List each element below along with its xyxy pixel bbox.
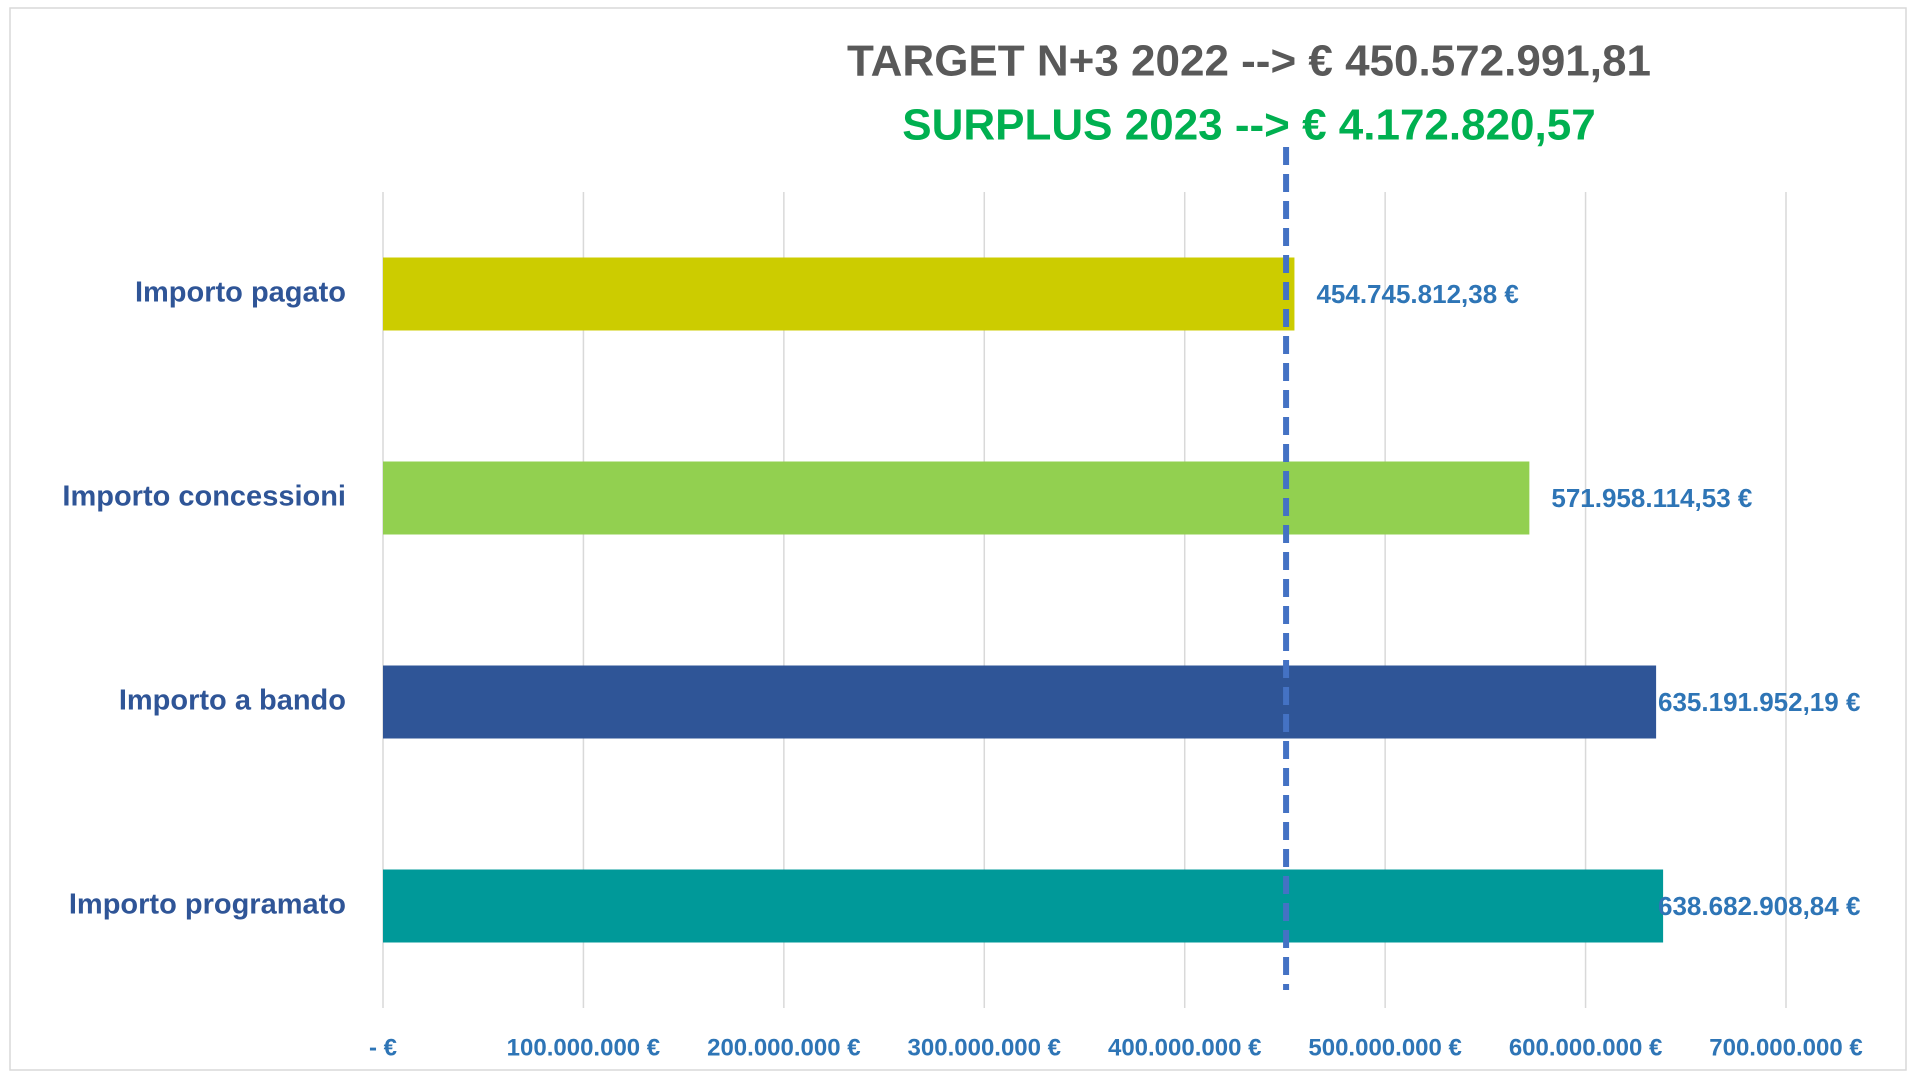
bar [383,461,1530,535]
y-tick-label: Importo programato [69,889,346,921]
x-tick-label: 600.000.000 € [1509,1034,1662,1061]
x-tick-label: 100.000.000 € [507,1034,660,1061]
x-tick-label: 500.000.000 € [1308,1034,1461,1061]
chart-subtitle: SURPLUS 2023 --> € 4.172.820,57 [902,101,1595,150]
value-label: 454.745.812,38 € [1316,279,1518,309]
value-label: 571.958.114,53 € [1551,483,1752,513]
y-tick-label: Importo a bando [119,685,346,717]
x-tick-label: 700.000.000 € [1709,1034,1862,1061]
value-label: 638.682.908,84 € [1658,891,1860,921]
bar [383,257,1295,331]
x-tick-label: 300.000.000 € [908,1034,1061,1061]
x-tick-label: 200.000.000 € [707,1034,860,1061]
value-label: 635.191.952,19 € [1658,687,1860,717]
bar [383,665,1657,739]
y-tick-label: Importo concessioni [62,481,346,513]
x-tick-label: - € [369,1034,397,1061]
x-tick-label: 400.000.000 € [1108,1034,1261,1061]
bar [383,869,1664,943]
chart-title: TARGET N+3 2022 --> € 450.572.991,81 [847,37,1651,86]
y-tick-label: Importo pagato [135,277,346,309]
